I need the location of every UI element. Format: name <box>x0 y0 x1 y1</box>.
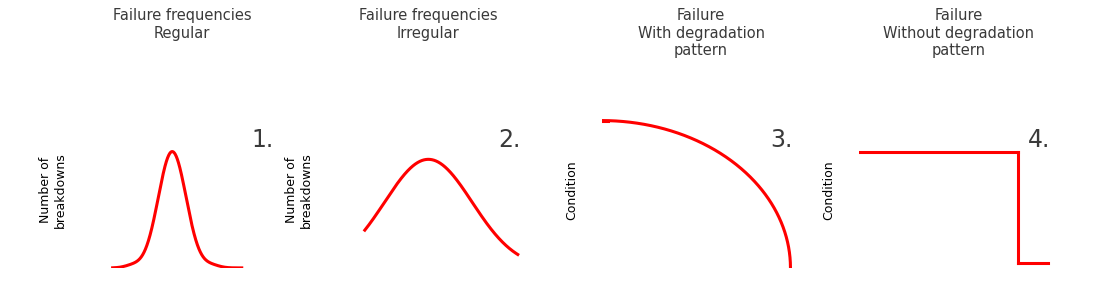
Text: 3.: 3. <box>771 128 793 152</box>
Text: 2.: 2. <box>498 128 520 152</box>
Text: Failure
Without degradation
pattern: Failure Without degradation pattern <box>883 8 1033 58</box>
Text: Failure frequencies
Regular: Failure frequencies Regular <box>113 8 252 41</box>
Text: Failure
With degradation
pattern: Failure With degradation pattern <box>637 8 765 58</box>
Text: Number of
breakdowns: Number of breakdowns <box>285 153 314 228</box>
Text: Failure frequencies
Irregular: Failure frequencies Irregular <box>359 8 498 41</box>
Text: Condition: Condition <box>565 160 578 220</box>
Text: Number of
breakdowns: Number of breakdowns <box>39 153 67 228</box>
Text: 4.: 4. <box>1028 128 1050 152</box>
Text: Condition: Condition <box>822 160 836 220</box>
Text: 1.: 1. <box>252 128 274 152</box>
